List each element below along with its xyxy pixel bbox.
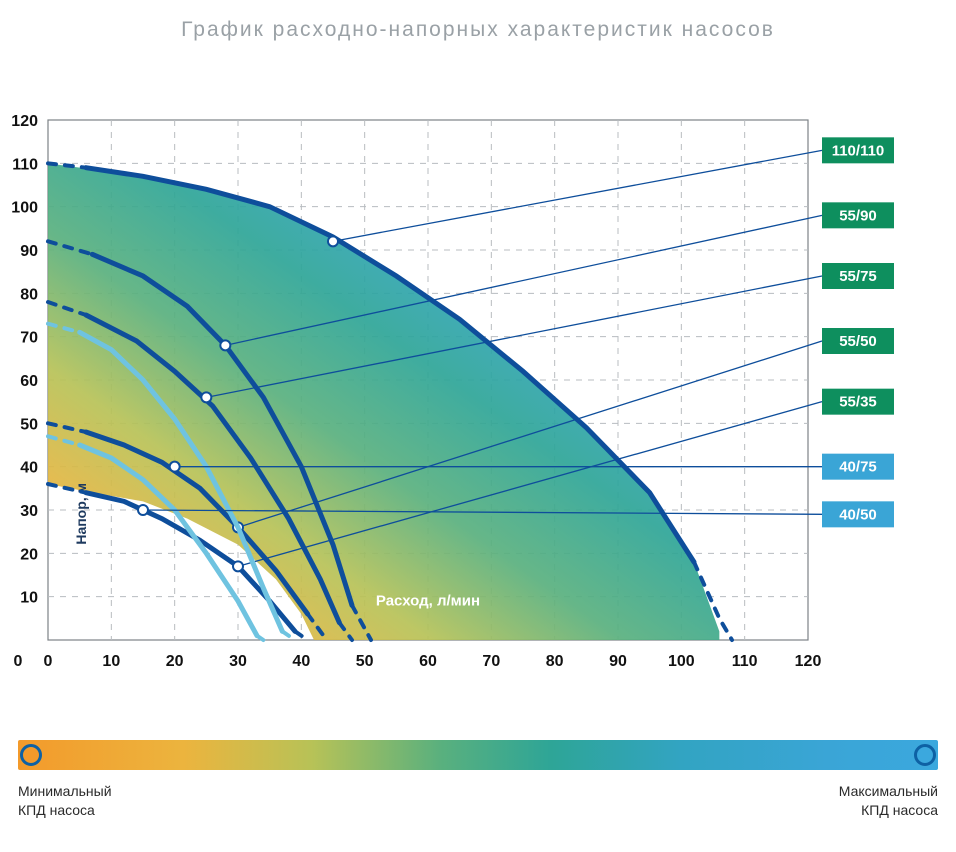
origin-tick: 0: [14, 653, 23, 670]
y-tick: 20: [20, 546, 38, 563]
min-efficiency-dot: [20, 744, 42, 766]
x-tick: 60: [419, 653, 437, 670]
max-efficiency-dot: [914, 744, 936, 766]
tag-label-110_110: 110/110: [832, 142, 885, 159]
performance-envelope: [48, 163, 719, 640]
x-tick: 120: [795, 653, 822, 670]
leader-110_110: [333, 150, 822, 241]
curve-marker-40_75: [170, 462, 180, 472]
tag-label-55_35: 55/35: [839, 394, 877, 411]
curve-marker-55_90: [220, 340, 230, 350]
y-tick: 40: [20, 460, 38, 477]
curve-marker-40_50: [138, 505, 148, 515]
y-tick: 70: [20, 330, 38, 347]
x-tick: 0: [44, 653, 53, 670]
y-tick: 10: [20, 590, 38, 607]
y-tick: 120: [11, 113, 38, 130]
y-tick: 100: [11, 200, 38, 217]
x-tick: 70: [482, 653, 500, 670]
curve-marker-110_110: [328, 236, 338, 246]
x-tick: 110: [732, 653, 758, 670]
x-tick: 10: [102, 653, 120, 670]
tag-label-55_90: 55/90: [839, 207, 877, 224]
x-tick: 80: [546, 653, 564, 670]
page-title: График расходно-напорных характеристик н…: [0, 0, 956, 42]
x-tick: 100: [668, 653, 695, 670]
tag-label-40_75: 40/75: [839, 459, 877, 476]
x-tick: 40: [292, 653, 310, 670]
curve-dash-end-40_50: [257, 636, 263, 640]
y-tick: 110: [12, 156, 38, 173]
x-tick: 30: [229, 653, 247, 670]
curve-marker-55_75: [201, 392, 211, 402]
curve-marker-55_35: [233, 561, 243, 571]
max-efficiency-label: Максимальный КПД насоса: [839, 782, 938, 820]
min-efficiency-label: Минимальный КПД насоса: [18, 782, 112, 820]
pump-chart: 0 10 20 30 40 50 60 70 80 90 100 110 120 10 20 30 40 50 60…: [0, 110, 956, 680]
tag-label-55_75: 55/75: [839, 268, 877, 285]
y-tick: 90: [20, 243, 38, 260]
x-tick: 50: [356, 653, 374, 670]
legend-labels: Минимальный КПД насоса Максимальный КПД …: [18, 782, 938, 820]
x-axis-label: Расход, л/мин: [376, 592, 480, 609]
y-tick: 50: [20, 416, 38, 433]
y-tick: 60: [20, 373, 38, 390]
tag-label-40_50: 40/50: [839, 506, 877, 523]
x-tick: 90: [609, 653, 627, 670]
y-tick: 30: [20, 503, 38, 520]
y-tick: 80: [20, 286, 38, 303]
tag-label-55_50: 55/50: [839, 333, 877, 350]
efficiency-gradient-bar: [18, 740, 938, 770]
x-tick: 20: [166, 653, 184, 670]
